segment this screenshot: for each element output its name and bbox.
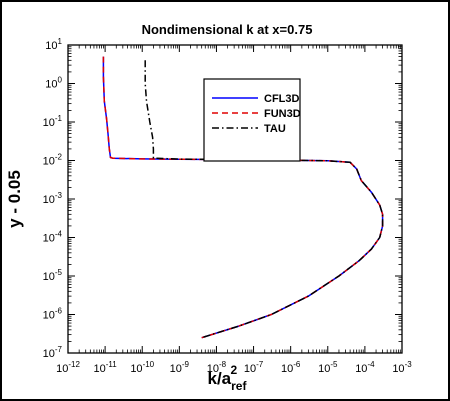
x-axis-label: k/aref 2 (208, 363, 248, 393)
series-line-tau (144, 60, 384, 339)
y-tick-label: 10-7 (43, 345, 63, 360)
y-tick-label: 10-1 (43, 114, 63, 129)
x-tick-labels: 10-12 10-11 10-10 10-9 10-8 10-7 10-6 10-5 10-4 1… (56, 360, 412, 375)
plot-frame (67, 44, 403, 354)
x-tick-label: 10-5 (318, 360, 338, 375)
y-tick-label: 101 (45, 37, 62, 52)
x-tick-label: 10-6 (281, 360, 301, 375)
y-tick-label: 10-6 (43, 307, 63, 322)
legend-label-fun3d: FUN3D (264, 108, 301, 120)
series-lines (102, 56, 384, 339)
y-tick-label: 10-3 (43, 191, 63, 206)
x-tick-label: 10-11 (94, 360, 118, 375)
legend-box (203, 78, 301, 162)
x-tick-label: 10-4 (355, 360, 375, 375)
x-axis-label-sub: ref (231, 379, 247, 393)
y-axis-label: y - 0.05 (5, 170, 24, 228)
y-tick-label: 10-4 (43, 230, 63, 245)
legend-label-tau: TAU (264, 123, 286, 135)
x-tick-label: 10-3 (392, 360, 412, 375)
y-tick-label: 10-5 (43, 268, 63, 283)
legend: CFL3D FUN3D TAU (203, 78, 301, 162)
x-axis-label-base: k/a (208, 369, 232, 388)
y-tick-labels: 10-7 10-6 10-5 10-4 10-3 10-2 10-1 100 101 (43, 37, 63, 360)
legend-items: CFL3D FUN3D TAU (212, 93, 301, 135)
x-tick-label: 10-9 (170, 360, 190, 375)
x-tick-label: 10-10 (130, 360, 154, 375)
legend-label-cfl3d: CFL3D (264, 93, 300, 105)
x-tick-label: 10-8 (207, 360, 227, 375)
y-tick-label: 10-2 (43, 153, 63, 168)
x-axis-label-sup: 2 (230, 363, 237, 377)
x-tick-label: 10-12 (56, 360, 80, 375)
x-tick-label: 10-7 (244, 360, 264, 375)
y-tick-label: 100 (45, 76, 62, 91)
chart-title: Nondimensional k at x=0.75 (142, 22, 313, 37)
